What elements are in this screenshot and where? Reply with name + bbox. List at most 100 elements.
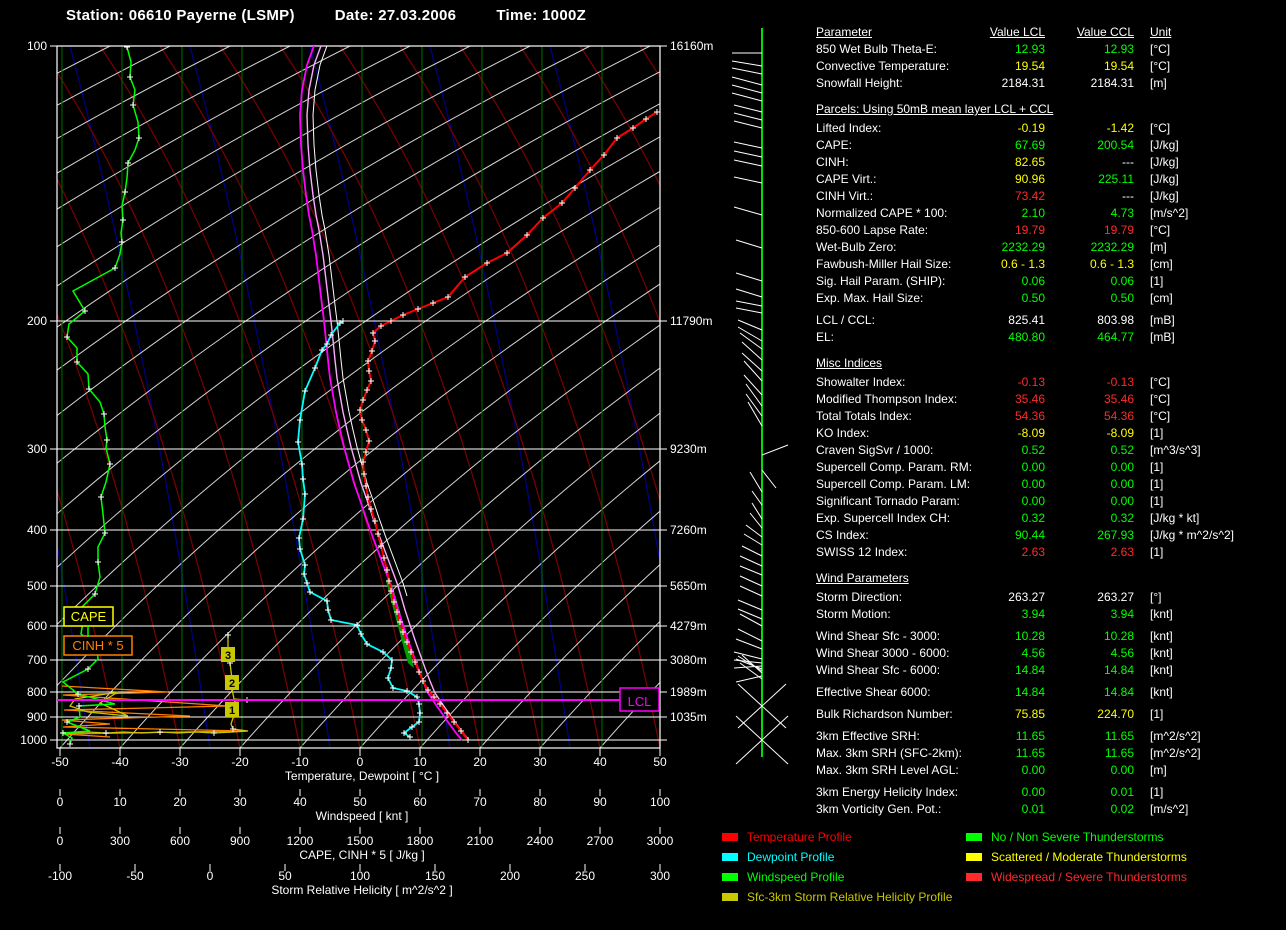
parameter-label: CAPE:	[816, 138, 853, 152]
srh-marker	[103, 730, 109, 736]
temperature-marker	[388, 318, 394, 324]
value-ccl: 2184.31	[1090, 76, 1134, 90]
pressure-label: 700	[27, 653, 47, 667]
temperature-marker	[363, 483, 369, 489]
section-title: Parcels: Using 50mB mean layer LCL + CCL	[816, 102, 1054, 116]
value-ccl: 0.02	[1110, 802, 1134, 816]
dry-adiabat-line	[219, 46, 481, 748]
col-parameter: Parameter	[816, 25, 873, 39]
legend-swatch-icon	[966, 873, 982, 881]
value-lcl: 14.84	[1014, 685, 1045, 699]
pressure-label: 400	[27, 523, 47, 537]
isotherm-line	[57, 170, 660, 626]
wind-barb-icon	[737, 705, 763, 729]
temperature-marker	[388, 588, 394, 594]
isotherm-line	[419, 510, 660, 748]
wind-barb-icon	[731, 84, 763, 94]
dry-adiabat-line	[579, 46, 660, 187]
temperature-marker	[381, 555, 387, 561]
dewpoint-marker	[389, 657, 395, 663]
temperature-marker	[451, 719, 457, 725]
wind-barb-icon	[733, 206, 763, 216]
wind-barb-icon	[733, 112, 763, 121]
col-value-lcl: Value LCL	[989, 25, 1045, 39]
value-lcl: 0.00	[1021, 763, 1045, 777]
parameter-label: Wind Shear Sfc - 6000:	[816, 663, 941, 677]
windspeed-marker	[124, 46, 130, 50]
isotherm-line	[599, 681, 660, 748]
value-ccl: -0.13	[1106, 375, 1134, 389]
value-ccl: 263.27	[1097, 590, 1134, 604]
wind-barb-icon	[735, 288, 763, 298]
unit-label: [m^2/s^2]	[1150, 746, 1201, 760]
axis-tick-label: 30	[533, 755, 547, 769]
height-label: 9230m	[670, 442, 707, 456]
unit-label: [1]	[1150, 460, 1164, 474]
dewpoint-marker	[295, 439, 301, 445]
temperature-marker	[654, 109, 660, 115]
temperature-marker	[504, 250, 510, 256]
parameter-row: Wind Shear 3000 - 6000: 4.56 4.56 [knt]	[816, 645, 1282, 662]
value-lcl: 10.28	[1014, 629, 1045, 643]
axis-tick-label: -20	[231, 755, 249, 769]
wind-barb-icon	[735, 300, 763, 307]
value-ccl: 10.28	[1103, 629, 1134, 643]
legend-swatch-icon	[722, 833, 738, 841]
parameter-label: Sig. Hail Param. (SHIP):	[816, 274, 946, 288]
parameter-row: Supercell Comp. Param. RM: 0.00 0.00 [1]	[816, 459, 1282, 476]
temperature-marker	[369, 348, 375, 354]
parameter-label: Exp. Max. Hail Size:	[816, 291, 924, 305]
axis-tick-label: -30	[171, 755, 189, 769]
value-ccl: 35.46	[1103, 392, 1134, 406]
parameter-row: Wet-Bulb Zero: 2232.29 2232.29 [m]	[816, 239, 1282, 256]
axis-tick-label: 40	[593, 755, 607, 769]
isotherm-line	[57, 46, 531, 328]
wind-barb-icon	[739, 555, 763, 567]
parameter-row: Convective Temperature: 19.54 19.54 [°C]	[816, 58, 1282, 75]
parameter-row: 3km Energy Helicity Index: 0.00 0.01 [1]	[816, 784, 1282, 801]
isotherm-line	[179, 324, 660, 748]
isotherm-line	[119, 283, 660, 748]
unit-label: [°]	[1150, 590, 1162, 604]
dewpoint-marker	[401, 730, 407, 736]
axis-tick-label: 1800	[407, 834, 434, 848]
isotherm-line	[57, 206, 660, 687]
isotherm-line	[57, 46, 591, 371]
temperature-marker	[364, 387, 370, 393]
plot-overlays: CAPE CINH * 5 LCL 3 2 1	[57, 606, 660, 717]
isotherm-line	[299, 412, 660, 748]
dewpoint-marker	[364, 641, 370, 647]
severity-legend: No / Non Severe Thunderstorms Scattered /…	[966, 827, 1187, 887]
temperature-marker	[412, 659, 418, 665]
parameter-row: SWISS 12 Index: 2.63 2.63 [1]	[816, 544, 1282, 561]
dewpoint-marker	[354, 622, 360, 628]
windspeed-marker	[101, 411, 107, 417]
parameter-row: CINH: 82.65 --- [J/kg]	[816, 154, 1282, 171]
axis-tick-label: 0	[57, 834, 64, 848]
axis-tick-label: 50	[278, 869, 292, 883]
wind-barb-icon	[739, 613, 763, 627]
wind-barb-icon	[743, 360, 763, 382]
value-ccl: ---	[1122, 155, 1134, 169]
parameter-label: KO Index:	[816, 426, 870, 440]
wind-barb-icon	[751, 490, 763, 506]
moist-adiabat-line	[790, 46, 812, 748]
unit-label: [m/s^2]	[1150, 206, 1189, 220]
dewpoint-marker	[319, 347, 325, 353]
profile-legend: Temperature Profile Dewpoint Profile Winds…	[722, 827, 952, 907]
wind-barb-icon	[733, 141, 763, 149]
value-lcl: 0.00	[1021, 494, 1045, 508]
parameter-row: Significant Tornado Param: 0.00 0.00 [1]	[816, 493, 1282, 510]
unit-label: [1]	[1150, 545, 1164, 559]
parameter-label: Wind Shear Sfc - 3000:	[816, 629, 941, 643]
axis-tick-label: 0	[357, 755, 364, 769]
axis-tick-label: 900	[230, 834, 250, 848]
parameter-row: Normalized CAPE * 100: 2.10 4.73 [m/s^2]	[816, 205, 1282, 222]
temperature-marker	[400, 312, 406, 318]
col-value-ccl: Value CCL	[1076, 25, 1134, 39]
legend-swatch-icon	[722, 893, 738, 901]
windspeed-marker	[86, 386, 92, 392]
dewpoint-marker	[416, 719, 422, 725]
value-lcl: 90.44	[1014, 528, 1045, 542]
